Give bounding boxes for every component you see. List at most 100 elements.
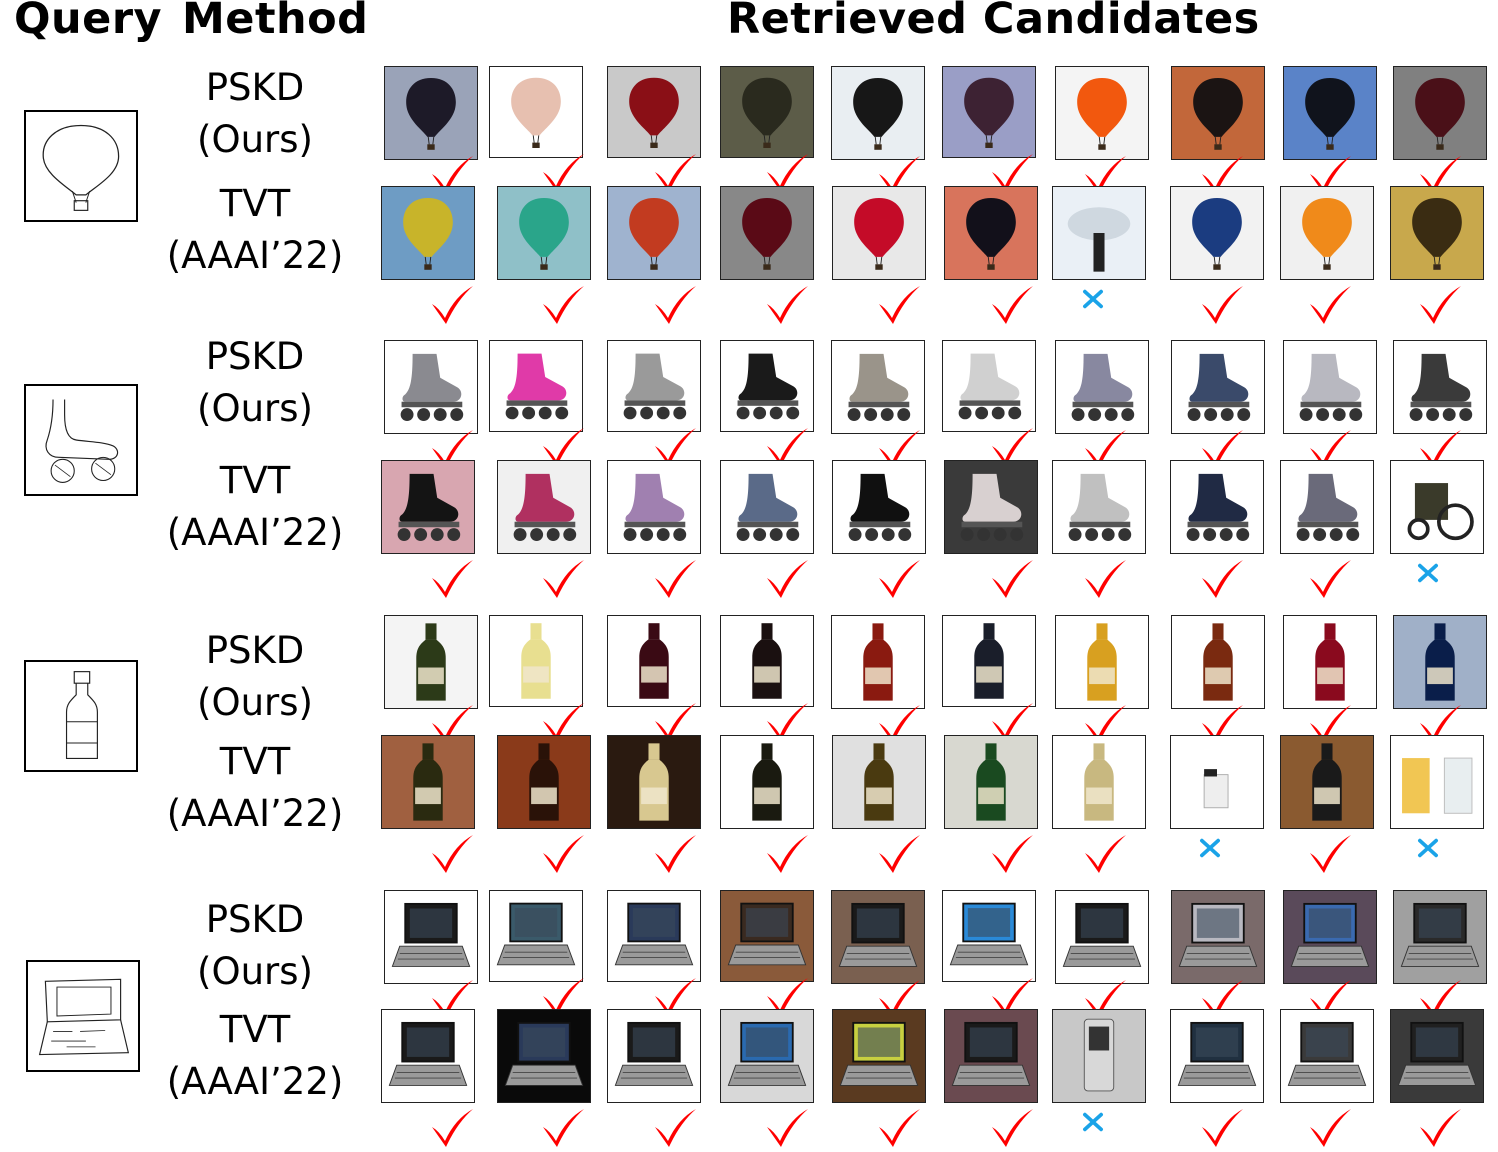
correct-mark (1307, 428, 1353, 468)
checkmark-icon (879, 430, 920, 468)
checkmark-icon (543, 1109, 584, 1147)
checkmark-icon (1202, 560, 1243, 598)
laptop-photo-icon (1171, 1010, 1263, 1102)
skate-photo-icon (1056, 341, 1148, 433)
correct-mark (1199, 284, 1245, 324)
skate-photo-icon (1394, 341, 1486, 433)
correct-mark (876, 703, 922, 743)
correct-mark (540, 833, 586, 873)
correct-mark (1082, 703, 1128, 743)
checkmark-icon (432, 705, 473, 743)
balloon-photo-icon (608, 187, 700, 279)
query-sketch-skate (24, 384, 138, 496)
balloon-photo-icon (1172, 67, 1264, 159)
candidate-thumbnail (1055, 615, 1149, 709)
correct-mark (1307, 558, 1353, 598)
lamp-photo-icon (1053, 187, 1145, 279)
correct-mark (540, 152, 586, 192)
correct-mark (1307, 154, 1353, 194)
candidate-thumbnail (720, 615, 814, 707)
laptop-photo-icon (1281, 1010, 1373, 1102)
balloon-photo-icon (1056, 67, 1148, 159)
candidate-thumbnail (607, 615, 701, 707)
candidate-thumbnail (720, 340, 814, 432)
method-name: PSKD (205, 335, 305, 378)
checkmark-icon (432, 156, 473, 194)
method-column-header: Method (182, 0, 369, 44)
checkmark-icon (1202, 430, 1243, 468)
candidate-thumbnail (831, 615, 925, 709)
skate-photo-icon (608, 341, 700, 431)
checkmark-icon (432, 560, 473, 598)
candidate-thumbnail (1170, 735, 1264, 829)
candidate-thumbnail (497, 735, 591, 829)
candidate-thumbnail (1283, 890, 1377, 984)
laptop-photo-icon (385, 891, 477, 983)
candidate-thumbnail (831, 66, 925, 160)
correct-mark (652, 284, 698, 324)
candidate-thumbnail (942, 890, 1036, 982)
candidate-thumbnail (1171, 890, 1265, 984)
candidate-thumbnail (831, 890, 925, 984)
candidate-thumbnail (489, 66, 583, 158)
checkmark-icon (992, 1109, 1033, 1147)
correct-mark (764, 1107, 810, 1147)
candidate-thumbnail (832, 460, 926, 554)
candidate-thumbnail (1171, 66, 1265, 160)
query-sketch-laptop (26, 960, 140, 1072)
candidate-thumbnail (607, 186, 701, 280)
correct-mark (1417, 154, 1463, 194)
correct-mark (1082, 558, 1128, 598)
candidate-thumbnail (384, 66, 478, 160)
checkmark-icon (879, 560, 920, 598)
method-label-ours: PSKD (Ours) (160, 625, 350, 729)
laptop-photo-icon (1056, 891, 1148, 983)
query-sketch-balloon (24, 110, 138, 222)
checkmark-icon (1085, 560, 1126, 598)
candidate-thumbnail (1390, 460, 1484, 554)
correct-mark (540, 1107, 586, 1147)
correct-mark (1307, 833, 1353, 873)
checkmark-icon (655, 978, 696, 1016)
checkmark-icon (767, 154, 808, 192)
bottle-sketch-icon (65, 671, 98, 760)
correct-mark (540, 558, 586, 598)
checkmark-icon (992, 560, 1033, 598)
correct-mark (1307, 703, 1353, 743)
laptop-photo-icon (382, 1010, 474, 1102)
skate-photo-icon (608, 461, 700, 553)
correct-mark (429, 428, 475, 468)
checkmark-icon (1420, 1109, 1461, 1147)
correct-mark (540, 976, 586, 1016)
correct-mark (1417, 703, 1463, 743)
laptop-photo-icon (1391, 1010, 1483, 1102)
wrong-mark (1076, 1107, 1110, 1137)
correct-mark (764, 152, 810, 192)
skate-photo-icon (1053, 461, 1145, 553)
retrieved-candidates-header: Retrieved Candidates (727, 0, 1260, 44)
correct-mark (876, 154, 922, 194)
checkmark-icon (543, 154, 584, 192)
laptop-photo-icon (498, 1010, 590, 1102)
balloon-photo-icon (1281, 187, 1373, 279)
correct-mark (652, 701, 698, 741)
candidate-thumbnail (381, 735, 475, 829)
candidate-thumbnail (1055, 890, 1149, 984)
candidate-thumbnail (607, 735, 701, 829)
checkmark-icon (1420, 705, 1461, 743)
candidate-thumbnail (489, 890, 583, 982)
method-sub: (Ours) (197, 118, 313, 161)
candidate-thumbnail (1283, 615, 1377, 709)
balloon-photo-icon (945, 187, 1037, 279)
laptop-photo-icon (1284, 891, 1376, 983)
bottle-photo-icon (498, 736, 590, 828)
correct-mark (1417, 978, 1463, 1018)
checkmark-icon (879, 1109, 920, 1147)
checkmark-icon (655, 703, 696, 741)
candidate-thumbnail (1280, 460, 1374, 554)
wrong-mark (1411, 833, 1445, 863)
skate-photo-icon (721, 341, 813, 431)
bottle-photo-icon (945, 736, 1037, 828)
laptop-photo-icon (833, 1010, 925, 1102)
correct-mark (652, 976, 698, 1016)
